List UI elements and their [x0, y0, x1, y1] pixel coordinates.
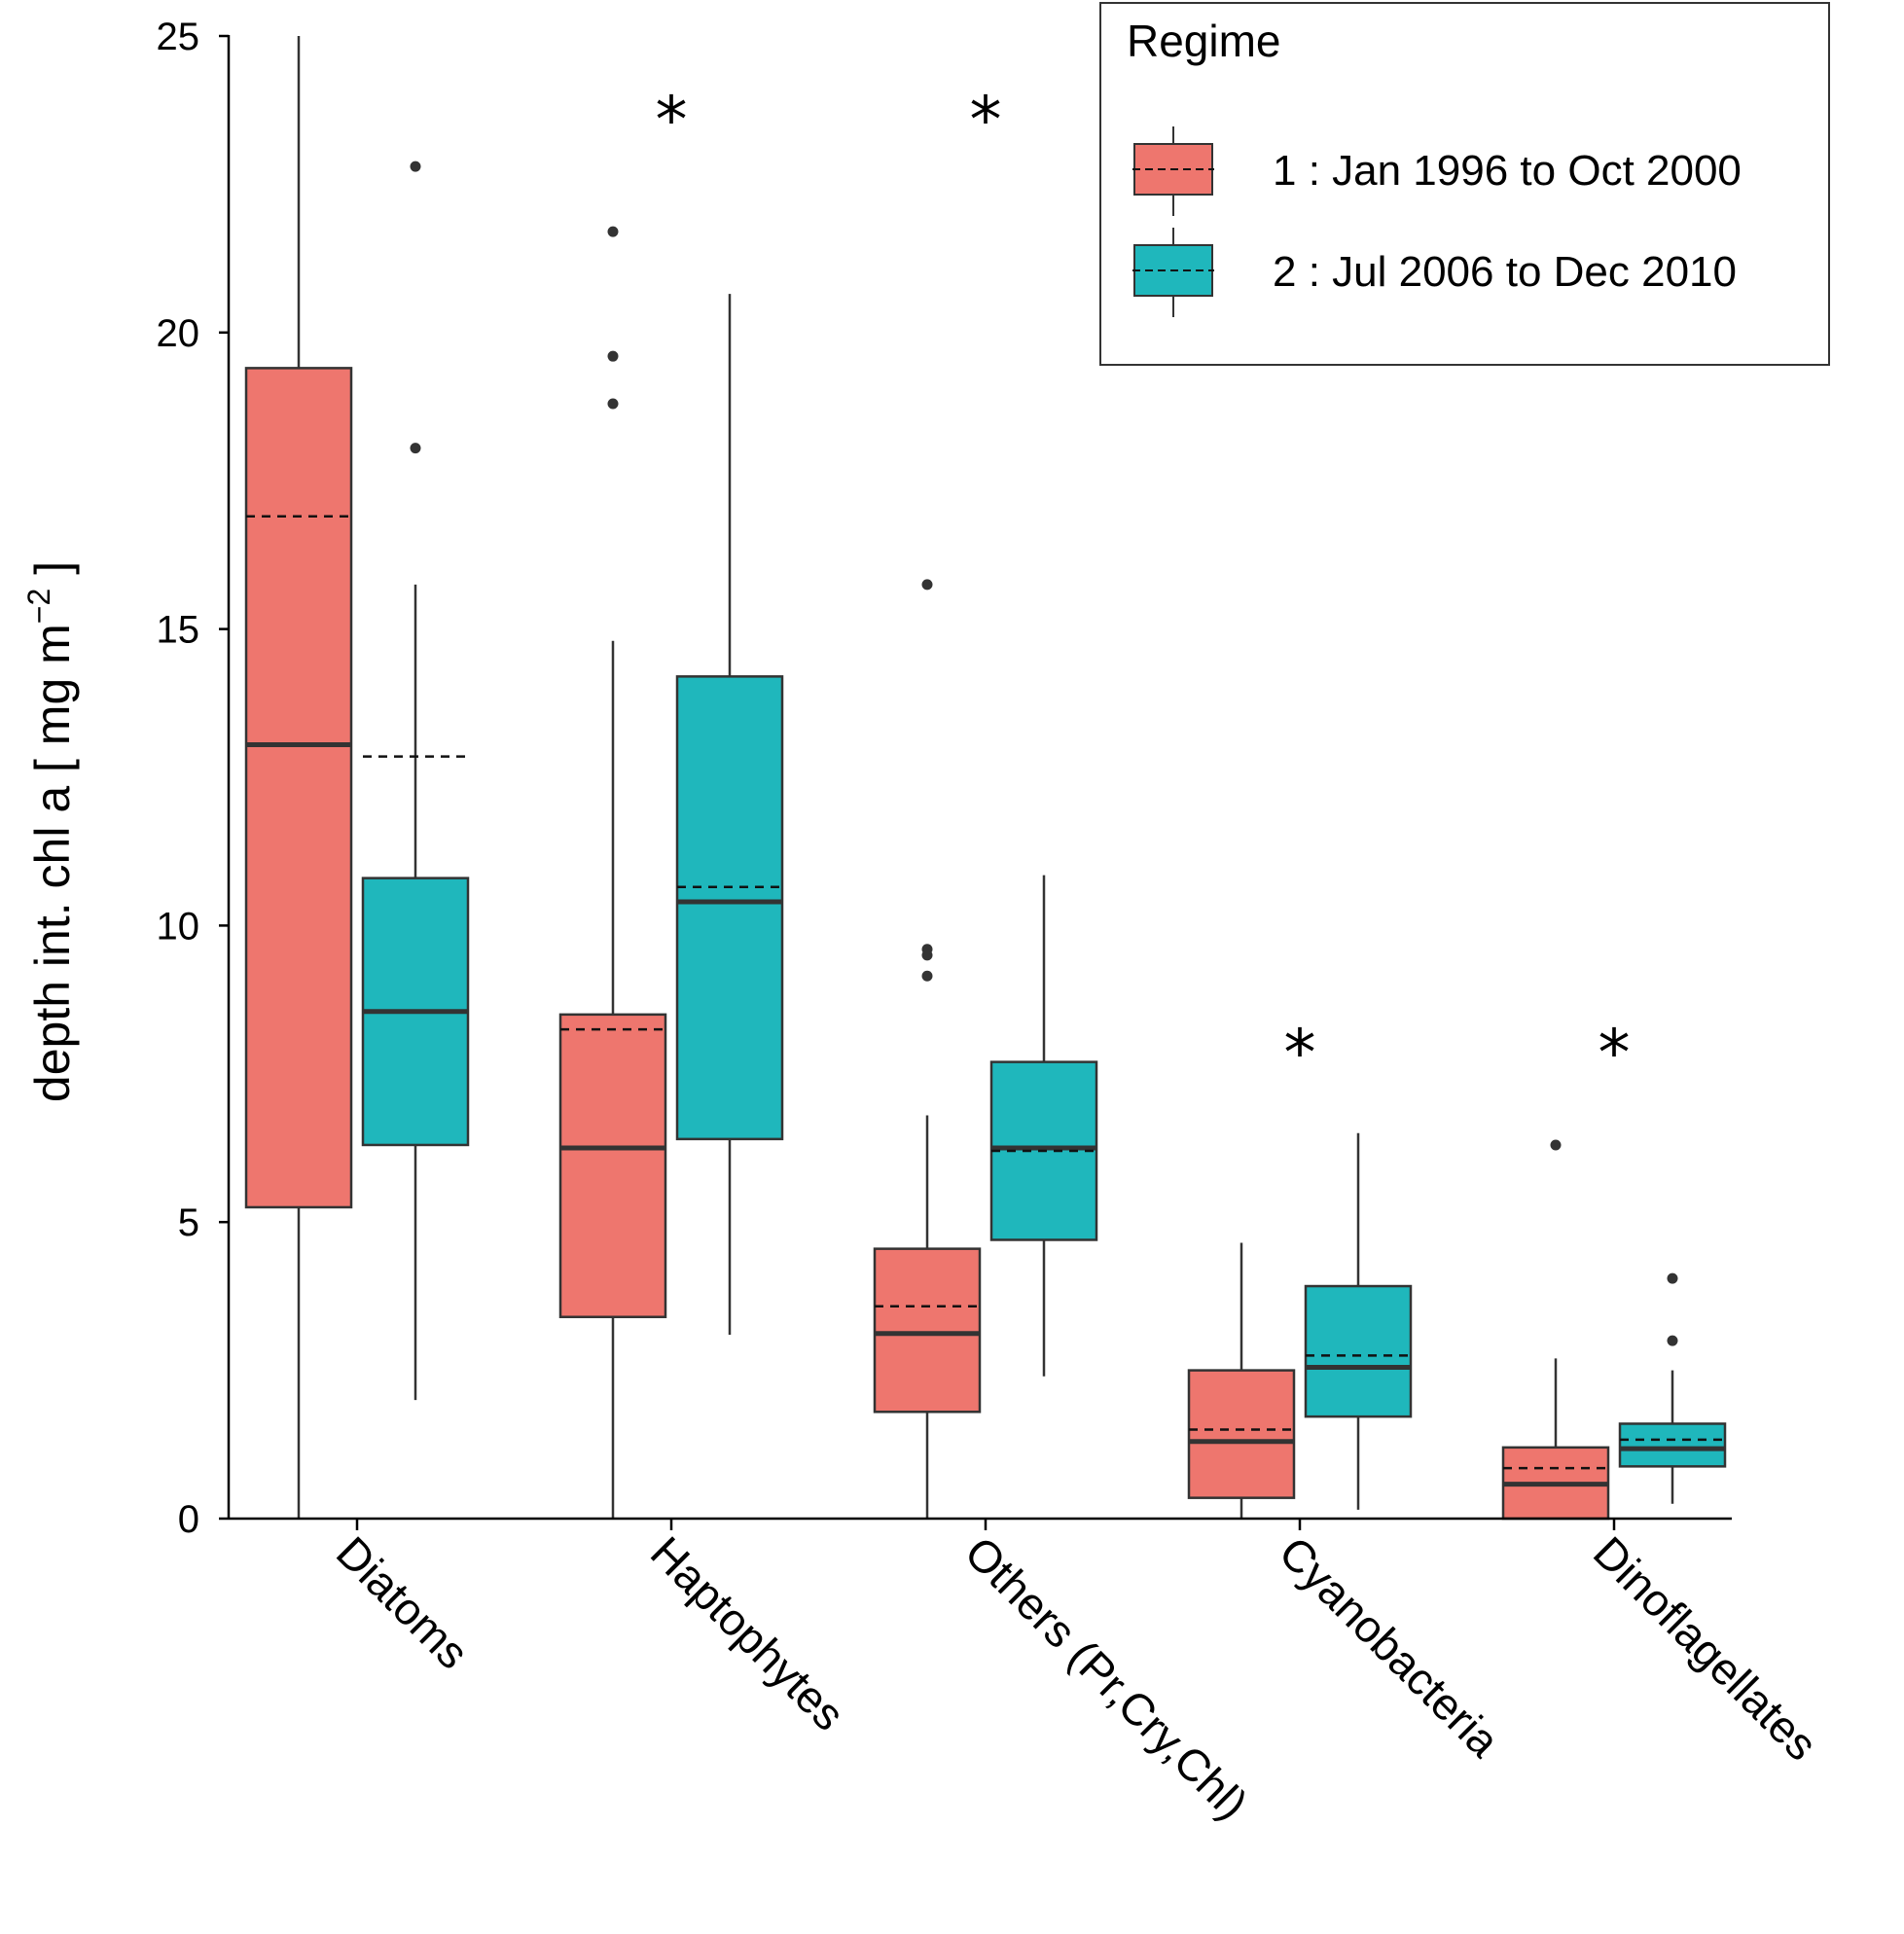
x-tick-label: Cyanobacteria — [1270, 1526, 1510, 1767]
y-tick-label: 0 — [178, 1498, 199, 1541]
outlier-point — [607, 226, 619, 237]
y-tick-label: 5 — [178, 1201, 199, 1244]
x-tick-label: Dinoflagellates — [1584, 1526, 1827, 1770]
y-tick-label: 25 — [157, 16, 200, 58]
outlier-point — [921, 944, 933, 955]
y-tick-label: 10 — [157, 905, 200, 948]
outlier-point — [410, 443, 421, 454]
legend-entry-label: 2 : Jul 2006 to Dec 2010 — [1273, 248, 1737, 296]
outlier-point — [1667, 1335, 1678, 1346]
plot-area: * * * * — [244, 36, 1727, 1521]
outlier-point — [607, 398, 619, 410]
box-iqr — [1304, 1284, 1413, 1418]
box-iqr — [1187, 1369, 1296, 1499]
outlier-point — [1550, 1139, 1562, 1151]
box-iqr — [558, 1013, 667, 1318]
y-axis-label-close: ] — [25, 561, 80, 589]
outlier-point — [607, 350, 619, 362]
box-iqr — [244, 367, 353, 1209]
box-iqr — [873, 1247, 982, 1414]
y-tick-label: 15 — [157, 609, 200, 652]
y-tick-label: 20 — [157, 312, 200, 355]
x-tick-label: Diatoms — [327, 1526, 479, 1678]
outlier-point — [410, 161, 421, 172]
x-tick-label: Haptophytes — [641, 1526, 854, 1739]
box-iqr — [675, 675, 784, 1141]
significance-marker: * — [656, 83, 688, 158]
significance-marker: * — [970, 83, 1002, 158]
legend-entry-label: 1 : Jan 1996 to Oct 2000 — [1273, 147, 1742, 195]
x-tick-label: Others (Pr,Cry,Chl) — [955, 1526, 1258, 1829]
outlier-point — [921, 579, 933, 591]
y-axis-label: depth int. chl a [ mg m−2 ] — [21, 561, 80, 1102]
outlier-point — [921, 970, 933, 982]
legend: Regime 1 : Jan 1996 to Oct 2000 2 : Jul 2… — [1099, 2, 1830, 366]
box-iqr — [1618, 1422, 1727, 1468]
legend-frame — [1099, 2, 1830, 366]
significance-marker: * — [1599, 1016, 1631, 1091]
legend-title: Regime — [1127, 16, 1281, 66]
y-axis-label-main: depth int. chl a [ mg m — [25, 624, 80, 1102]
significance-marker: * — [1284, 1016, 1316, 1091]
y-axis-label-superscript: −2 — [21, 589, 56, 624]
outlier-point — [1667, 1272, 1678, 1284]
